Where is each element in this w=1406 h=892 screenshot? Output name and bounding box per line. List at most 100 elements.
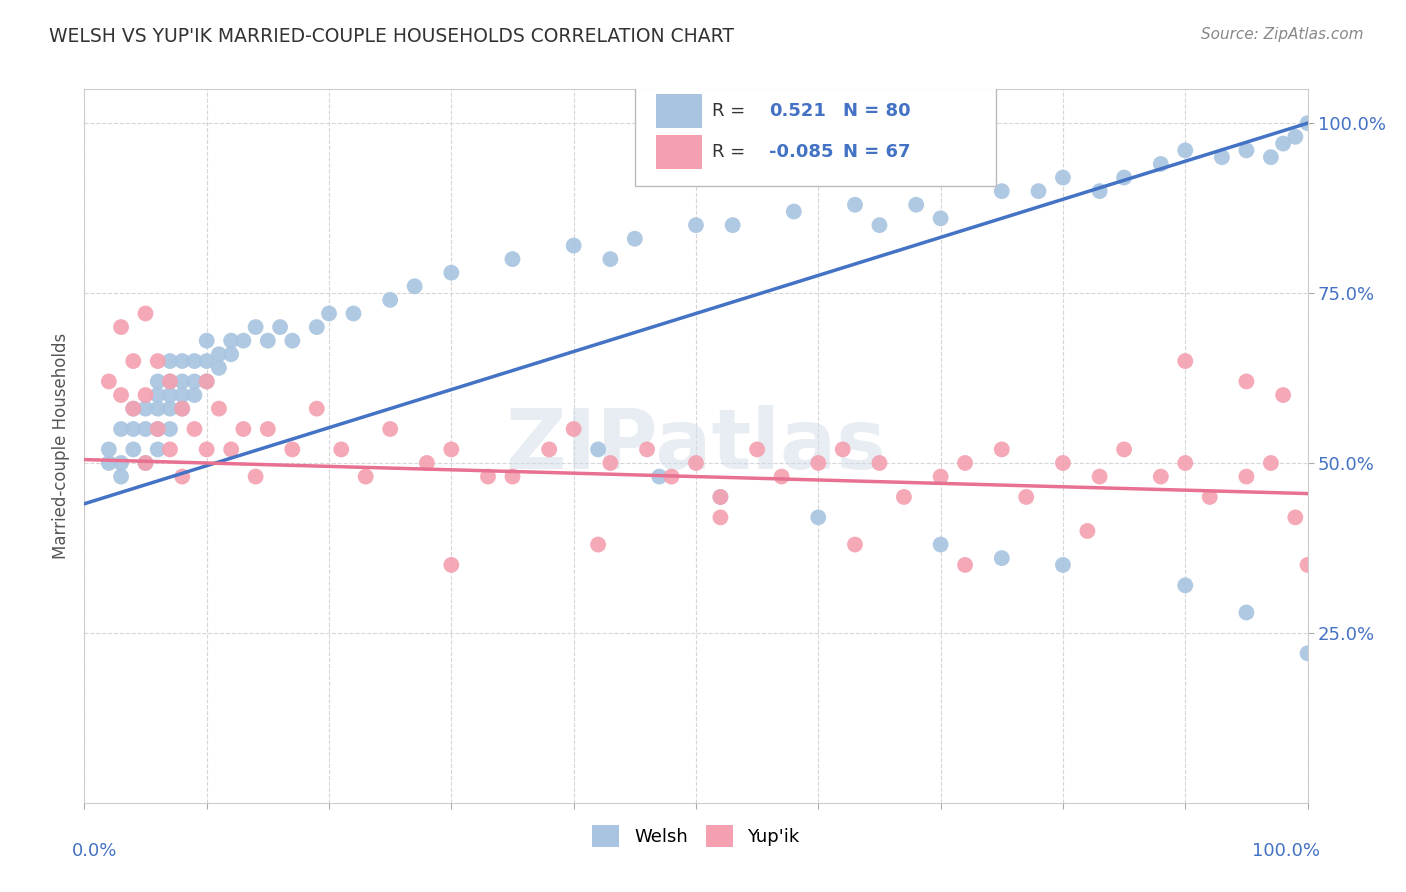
Point [135, 456, 157, 470]
Text: R =: R = [711, 143, 751, 161]
Point [281, 334, 304, 348]
Point [599, 456, 621, 470]
Point [477, 469, 499, 483]
Point [183, 354, 205, 368]
Point [1088, 184, 1111, 198]
Point [562, 238, 585, 252]
Point [586, 537, 609, 551]
Point [1150, 469, 1173, 483]
Point [159, 422, 181, 436]
Point [1236, 469, 1258, 483]
Point [1284, 510, 1306, 524]
Bar [655, 135, 702, 169]
Point [538, 442, 561, 457]
Point [1284, 129, 1306, 144]
Point [1174, 456, 1197, 470]
Point [135, 456, 157, 470]
Point [232, 334, 254, 348]
Point [159, 375, 181, 389]
Point [1236, 606, 1258, 620]
Point [159, 375, 181, 389]
Point [440, 558, 463, 572]
Point [929, 469, 952, 483]
Point [122, 442, 145, 457]
Point [844, 537, 866, 551]
Point [709, 490, 731, 504]
Point [172, 469, 194, 483]
Point [146, 401, 169, 416]
Point [330, 442, 353, 457]
Text: 100.0%: 100.0% [1251, 842, 1320, 860]
Point [991, 184, 1014, 198]
Point [1114, 442, 1136, 457]
Point [146, 442, 169, 457]
Bar [655, 95, 702, 128]
Point [159, 401, 181, 416]
Point [110, 456, 132, 470]
Point [747, 442, 769, 457]
Text: N = 80: N = 80 [842, 103, 910, 120]
Legend: Welsh, Yup'ik: Welsh, Yup'ik [585, 818, 807, 855]
Point [869, 456, 891, 470]
Point [245, 320, 267, 334]
Point [929, 537, 952, 551]
Point [195, 375, 218, 389]
Point [685, 218, 707, 232]
Point [342, 306, 364, 320]
Point [232, 422, 254, 436]
Point [146, 422, 169, 436]
Point [172, 375, 194, 389]
Point [195, 354, 218, 368]
Y-axis label: Married-couple Households: Married-couple Households [52, 333, 70, 559]
Point [110, 422, 132, 436]
Point [1296, 558, 1319, 572]
Point [97, 375, 120, 389]
Point [208, 347, 231, 361]
Point [195, 442, 218, 457]
Point [257, 422, 280, 436]
Point [953, 456, 976, 470]
Point [1211, 150, 1233, 164]
Point [1260, 456, 1282, 470]
Point [1174, 144, 1197, 158]
Point [172, 401, 194, 416]
Point [122, 354, 145, 368]
Point [1272, 388, 1295, 402]
Point [172, 401, 194, 416]
Point [1174, 578, 1197, 592]
Text: N = 67: N = 67 [842, 143, 910, 161]
Point [1198, 490, 1220, 504]
Point [991, 551, 1014, 566]
Point [502, 469, 524, 483]
Point [1052, 558, 1074, 572]
Point [219, 442, 242, 457]
Point [1236, 375, 1258, 389]
Point [1114, 170, 1136, 185]
Point [869, 218, 891, 232]
Point [354, 469, 377, 483]
Point [929, 211, 952, 226]
Point [991, 442, 1014, 457]
Point [195, 334, 218, 348]
Point [97, 456, 120, 470]
Point [661, 469, 683, 483]
Point [953, 558, 976, 572]
Point [807, 510, 830, 524]
Point [172, 388, 194, 402]
Point [135, 388, 157, 402]
Point [219, 347, 242, 361]
Point [770, 469, 793, 483]
Point [721, 218, 744, 232]
Text: Source: ZipAtlas.com: Source: ZipAtlas.com [1201, 27, 1364, 42]
Point [245, 469, 267, 483]
Point [1296, 116, 1319, 130]
Point [305, 320, 328, 334]
Point [122, 401, 145, 416]
Point [636, 442, 658, 457]
Point [269, 320, 291, 334]
Point [685, 456, 707, 470]
Point [831, 442, 853, 457]
Point [1272, 136, 1295, 151]
Point [1236, 144, 1258, 158]
Text: WELSH VS YUP'IK MARRIED-COUPLE HOUSEHOLDS CORRELATION CHART: WELSH VS YUP'IK MARRIED-COUPLE HOUSEHOLD… [49, 27, 734, 45]
